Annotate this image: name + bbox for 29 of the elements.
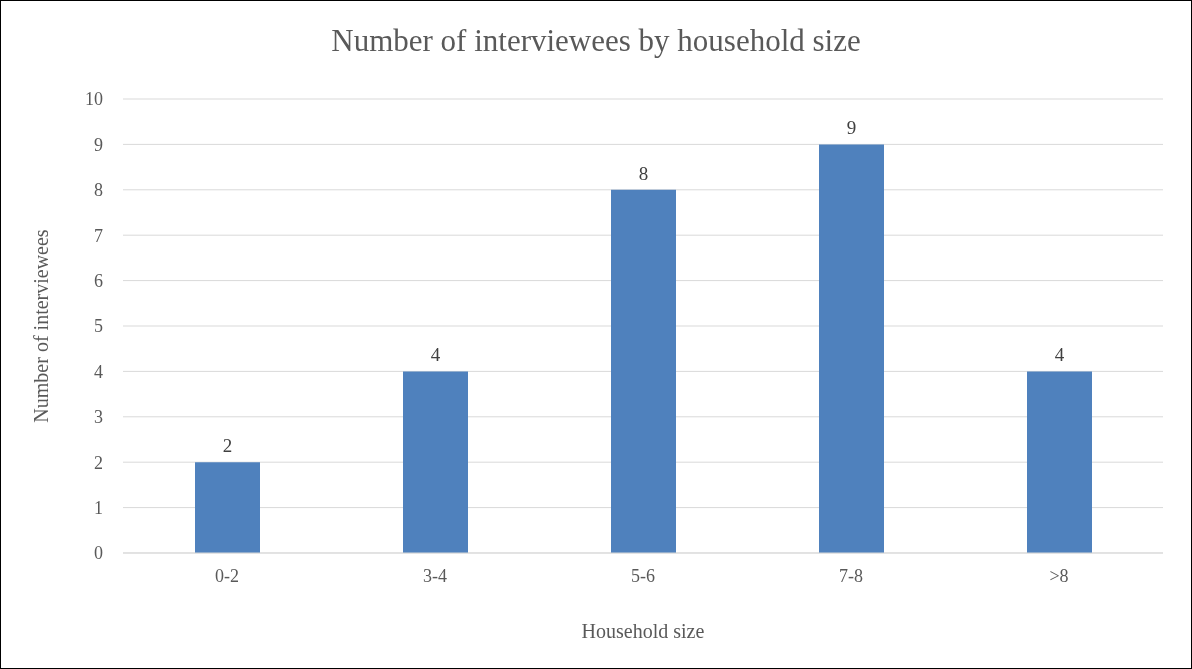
data-label: 8 (638, 162, 649, 184)
y-tick-label: 2 (94, 452, 103, 473)
y-tick-label: 8 (94, 180, 103, 201)
data-label: 9 (846, 117, 857, 139)
y-axis-title: Number of interviewees (30, 229, 53, 423)
y-tick-label: 5 (94, 316, 103, 337)
bar (611, 189, 676, 553)
x-axis-title: Household size (581, 620, 705, 642)
data-label: 4 (1054, 344, 1065, 366)
x-tick-label: 0-2 (215, 565, 239, 586)
y-tick-label: 10 (85, 89, 103, 110)
x-tick-label: 7-8 (839, 565, 863, 586)
x-tick-label: 3-4 (423, 565, 447, 586)
data-label: 4 (430, 344, 441, 366)
bar (195, 462, 260, 553)
y-tick-label: 0 (94, 543, 103, 564)
y-tick-label: 3 (94, 407, 103, 428)
chart-title: Number of interviewees by household size (330, 23, 862, 59)
bar (403, 371, 468, 553)
x-tick-label: 5-6 (631, 565, 655, 586)
data-label: 2 (222, 435, 233, 457)
bar (819, 144, 884, 553)
y-tick-label: 4 (94, 361, 103, 382)
y-tick-label: 9 (94, 134, 103, 155)
x-tick-label: >8 (1049, 565, 1069, 586)
bar (1027, 371, 1092, 553)
y-tick-label: 1 (94, 497, 103, 518)
y-tick-label: 6 (94, 270, 103, 291)
y-tick-label: 7 (94, 225, 103, 246)
